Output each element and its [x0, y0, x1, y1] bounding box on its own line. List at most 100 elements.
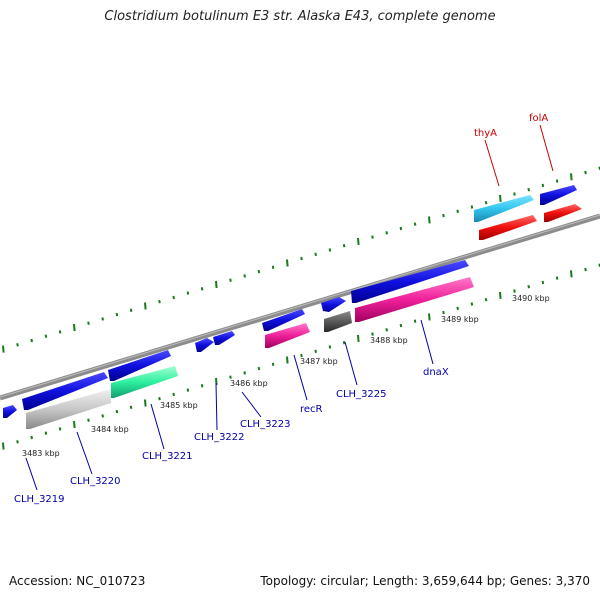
scale-tick — [172, 295, 175, 300]
leader-line — [241, 391, 262, 418]
scale-tick — [385, 328, 388, 332]
scale-tick — [30, 435, 33, 440]
dark-grey-gene-arrow[interactable] — [324, 311, 352, 332]
leader-line — [344, 341, 358, 386]
scale-tick — [499, 291, 502, 299]
scale-tick — [570, 270, 573, 278]
scale-tick — [2, 442, 5, 450]
scale-tick — [513, 289, 516, 293]
gene-label-CLH_3219[interactable]: CLH_3219 — [14, 494, 65, 505]
green-gene-arrow[interactable] — [111, 366, 178, 398]
scale-tick — [186, 291, 190, 295]
scale-tick — [527, 285, 530, 289]
scale-tick — [328, 345, 332, 349]
leader-line — [293, 354, 308, 401]
thyA-gene-arrow[interactable] — [474, 195, 534, 222]
scale-tick — [484, 298, 488, 302]
gene-arrow[interactable] — [195, 338, 214, 352]
gene-label-CLH_3220[interactable]: CLH_3220 — [70, 476, 121, 487]
thyA-gene-red-arrow[interactable] — [479, 215, 537, 240]
gene-arrow[interactable] — [262, 309, 305, 331]
gene-arrow[interactable] — [3, 405, 17, 418]
scale-tick — [73, 421, 76, 429]
gene-arrow[interactable] — [213, 331, 235, 345]
scale-tick — [385, 231, 388, 235]
genome-title: Clostridium botulinum E3 str. Alaska E43… — [104, 9, 496, 24]
scale-tick — [541, 280, 545, 285]
scale-tick — [371, 332, 374, 336]
gene-label-CLH_3225[interactable]: CLH_3225 — [336, 389, 387, 400]
scale-tick — [286, 259, 289, 267]
scale-tick — [271, 362, 275, 366]
gene-arrow[interactable] — [108, 350, 171, 381]
scale-tick — [215, 280, 218, 289]
scale-tick — [342, 244, 346, 248]
leader-line — [25, 457, 38, 491]
scale-tick — [470, 302, 474, 306]
genome-summary-text: Topology: circular; Length: 3,659,644 bp… — [260, 574, 590, 588]
gene-label-recR[interactable]: recR — [300, 404, 323, 415]
gene-label-CLH_3222[interactable]: CLH_3222 — [194, 432, 245, 443]
leader-line — [539, 124, 554, 172]
scale-tick — [286, 356, 289, 364]
scale-tick — [300, 353, 303, 358]
kbp-label: 3490 kbp — [512, 294, 550, 303]
scale-tick — [555, 179, 559, 183]
scale-tick — [158, 397, 161, 401]
scale-tick — [584, 170, 587, 175]
scale-tick — [442, 213, 445, 218]
kbp-label: 3485 kbp — [160, 401, 198, 410]
scale-tick — [584, 267, 587, 272]
gene-label-CLH_3223[interactable]: CLH_3223 — [240, 419, 291, 430]
leader-line — [150, 403, 165, 450]
scale-tick — [371, 235, 374, 239]
scale-tick — [172, 392, 175, 397]
gene-arrow[interactable] — [540, 185, 577, 205]
scale-tick — [73, 324, 76, 332]
leader-line — [484, 139, 500, 187]
gene-arrow[interactable] — [321, 297, 346, 312]
scale-tick — [314, 252, 317, 256]
scale-tick — [200, 384, 204, 388]
scale-tick — [243, 371, 246, 375]
scale-tick — [144, 399, 147, 407]
pink-gene-arrow[interactable] — [355, 277, 474, 322]
scale-tick — [257, 269, 261, 274]
genome-backbone-highlight — [0, 214, 600, 398]
gene-label-dnaX[interactable]: dnaX — [423, 367, 449, 378]
gene-arrow[interactable] — [22, 372, 108, 410]
gene-label-thyA[interactable]: thyA — [474, 128, 497, 139]
scale-tick — [428, 313, 431, 321]
scale-tick — [399, 323, 403, 328]
scale-tick — [484, 201, 488, 205]
leader-line — [76, 431, 93, 475]
scale-tick — [101, 317, 104, 321]
scale-tick — [129, 405, 133, 409]
grey-gene-arrow[interactable] — [26, 389, 111, 429]
scale-tick — [513, 192, 516, 196]
folA-gene-arrow[interactable] — [544, 204, 582, 222]
scale-tick — [456, 209, 459, 213]
kbp-label: 3483 kbp — [22, 449, 60, 458]
scale-tick — [229, 375, 232, 379]
scale-tick — [186, 388, 190, 392]
kbp-label: 3489 kbp — [441, 315, 479, 324]
kbp-label: 3484 kbp — [91, 425, 129, 434]
gene-arrow[interactable] — [351, 260, 469, 303]
label-leaders — [25, 124, 554, 491]
scale-tick — [58, 427, 62, 431]
scale-tick — [87, 418, 90, 422]
gene-label-folA[interactable]: folA — [529, 113, 548, 124]
scale-tick — [115, 409, 119, 414]
scale-tick — [87, 321, 90, 325]
scale-tick — [357, 237, 360, 245]
scale-tick — [357, 334, 360, 342]
pink-gene-arrow[interactable] — [265, 323, 310, 348]
gene-label-CLH_3221[interactable]: CLH_3221 — [142, 451, 193, 462]
leader-line — [215, 382, 218, 431]
scale-tick — [413, 222, 417, 226]
scale-tick — [541, 183, 545, 188]
scale-tick — [570, 173, 573, 181]
scale-tick — [300, 256, 303, 261]
